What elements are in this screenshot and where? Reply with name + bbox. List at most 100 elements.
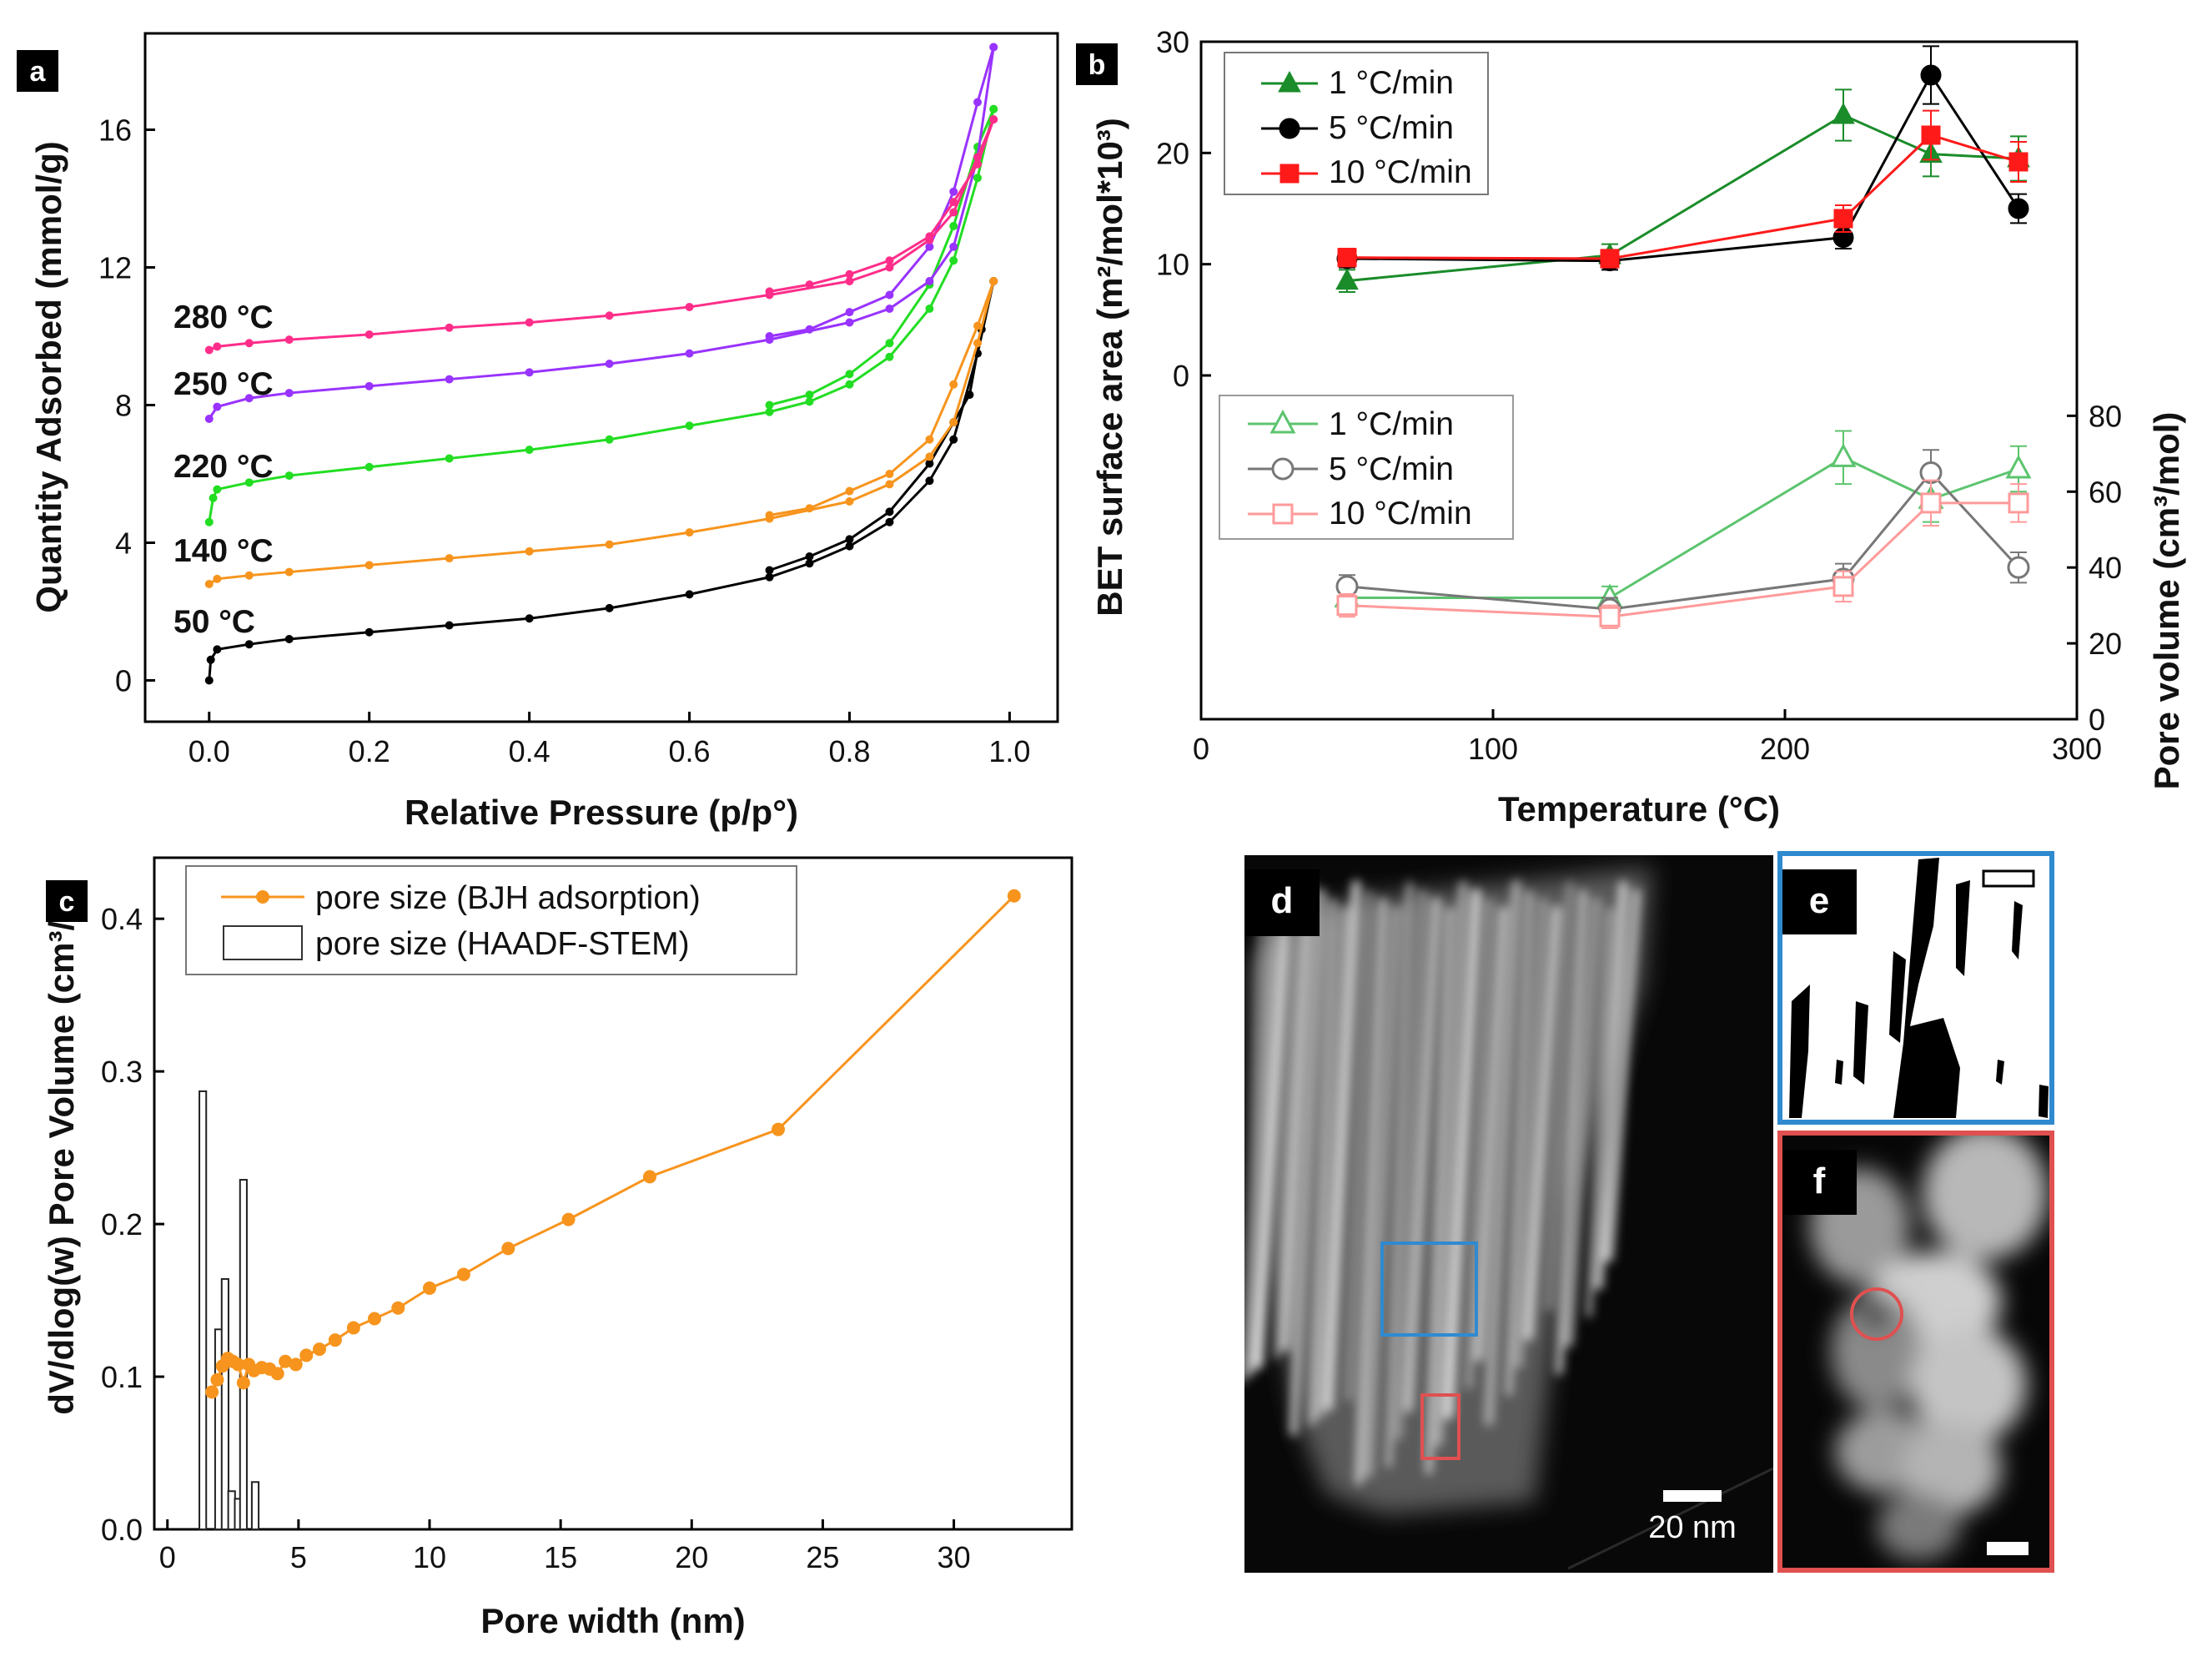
isotherm-point [845,318,854,327]
legend-bjh-text: pore size (BJH adsorption) [315,880,701,916]
nanotube-strand [1325,880,1360,1411]
isotherm-point [445,554,454,563]
temp-label-220: 220 °C [173,449,274,485]
nanotube-strand [1426,907,1452,1474]
y-tick-label-upper: 20 [1156,136,1189,170]
isotherm-point [845,380,854,389]
isotherm-point [885,480,894,489]
isotherm-point [364,462,374,471]
panel-b-ylabel: BET surface area (m²/mol*10³) [1090,118,1129,617]
nanotube-strand [1386,882,1412,1468]
panel-c-pore-size-chart: 0 5 10 15 20 25 30 0.0 0.1 0.2 0.3 0.4 pore size (B… [42,856,1073,1640]
isotherm-point [204,415,214,423]
x-tick-label: 0 [1193,732,1209,766]
legend-lower-marker [1272,503,1294,525]
legend-lower-marker [1271,457,1295,481]
y-tick-label: 8 [115,389,132,423]
nanotube-strand [1254,897,1290,1369]
y-tick-label-upper: 0 [1173,359,1189,393]
isotherm-point [949,208,958,217]
bjh-point [279,1354,293,1368]
isotherm-point [925,452,934,461]
isotherm-point [765,400,774,410]
isotherm-point [525,368,534,377]
bjh-point [270,1367,284,1381]
isotherm-point [204,517,214,526]
x-tick-label: 200 [1760,732,1810,766]
isotherm-point [206,655,215,664]
isotherm-desorption-line [769,47,995,338]
y-tick-label-upper: 10 [1156,248,1189,282]
nanotube-strand [1586,907,1612,1317]
isotherm-point [209,493,218,502]
isotherm-point [284,635,294,643]
isotherm-point [949,380,958,389]
legend-upper-10c: 10 °C/min [1329,154,1472,190]
isotherm-point [805,397,814,406]
isotherm-point [765,511,774,520]
panel-d-stem-image: 20 nm d [1244,855,1773,1573]
isotherm-point [445,454,454,463]
x-tick-label: 0.0 [189,734,230,768]
isotherm-point [284,471,294,481]
isotherm-desorption-line [769,280,995,516]
temp-label-140: 140 °C [173,533,274,569]
legend-upper-1c: 1 °C/min [1329,65,1454,101]
legend-upper-marker [1279,118,1300,139]
isotherm-point [605,540,614,549]
nanotube-strand [1289,889,1325,1436]
legend-upper-5c: 5 °C/min [1329,110,1454,146]
nanotube-strand [1506,890,1532,1396]
isotherm-point [805,559,814,568]
bet-area-data-point [1832,102,1855,124]
y-tick-label-lower: 0 [2089,703,2105,737]
isotherm-point [685,349,694,358]
isotherm-point [885,290,894,300]
legend-haadf-text: pore size (HAADF-STEM) [315,926,690,962]
pore-volume-data-point [1336,595,1358,617]
y-tick-label: 0.1 [101,1360,143,1394]
isotherm-point [949,187,958,196]
y-tick-label: 4 [115,526,132,561]
isotherm-point [284,389,294,398]
isotherm-point [805,280,814,290]
y-tick-label: 12 [98,251,132,285]
isotherm-point [885,256,894,265]
nanotube-strand [1346,890,1372,1401]
y-tick-label-lower: 60 [2089,475,2122,509]
isotherm-point [284,335,294,345]
isotherm-point [973,159,983,169]
pore-circle [1850,1287,1903,1341]
nanotube-strand [1244,882,1266,1384]
pore-volume-data-point [2005,454,2032,479]
bjh-point [346,1321,360,1335]
bjh-point [236,1376,250,1390]
panel-e-badge [1782,869,1857,934]
panel-c-frame [153,856,1073,1531]
isotherm-point [885,517,894,526]
isotherm-point [805,325,814,334]
scale-bar-label: 20 nm [1648,1510,1737,1545]
panel-c-xlabel: Pore width (nm) [480,1601,745,1640]
x-tick-label: 0 [159,1540,176,1574]
pore-volume-data-point [1832,576,1854,597]
bjh-point [313,1342,326,1357]
isotherm-point [204,676,214,685]
nanotube-strand [1435,881,1466,1447]
isotherm-point [284,567,294,577]
isotherm-point [244,478,254,487]
bjh-point [561,1212,576,1226]
bet-area-data-point [1921,125,1941,145]
isotherm-point [605,360,614,368]
nanotube-strand [1247,889,1278,1377]
panel-f-texture [1810,1135,2048,1560]
pore-volume-data-point [2008,492,2029,514]
isotherm-point [925,242,934,251]
isotherm-point [685,421,694,431]
isotherm-point [765,287,774,296]
isotherm-point [989,104,998,113]
isotherm-point [973,98,983,107]
y-tick-label-lower: 40 [2089,551,2122,585]
panel-a-ylabel: Quantity Adsorbed (mmol/g) [29,141,68,612]
scale-bar-e [1982,869,2035,888]
